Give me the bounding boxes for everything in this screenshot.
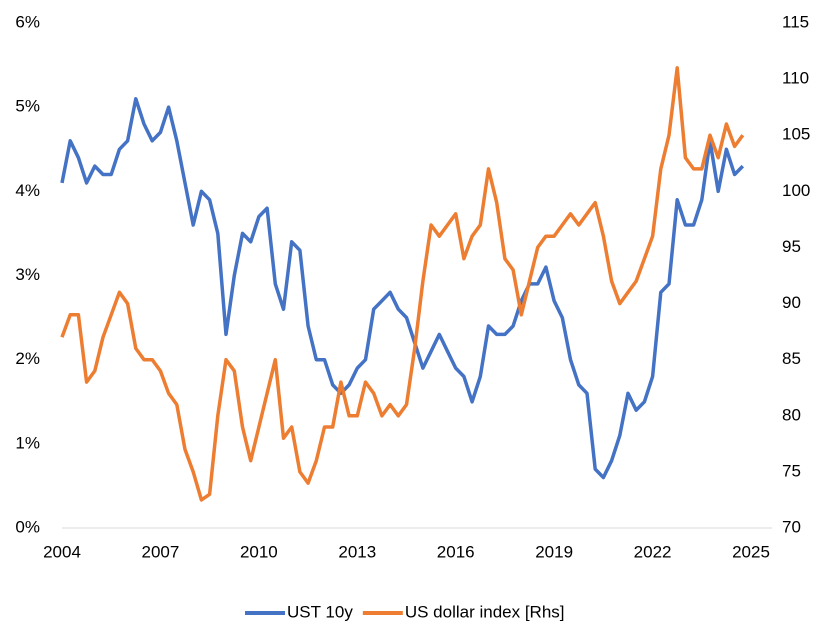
y-tick-label: 0%	[15, 517, 40, 536]
y-tick-label: 5%	[15, 97, 40, 116]
y2-tick-label: 70	[782, 517, 801, 536]
line-series	[60, 97, 745, 480]
y2-tick-label: 90	[782, 293, 801, 312]
y2-tick-label: 105	[782, 125, 810, 144]
legend-label: UST 10y	[287, 602, 353, 621]
y-tick-label: 6%	[15, 12, 40, 31]
y2-tick-label: 95	[782, 237, 801, 256]
x-tick-label: 2010	[240, 542, 278, 561]
x-tick-label: 2025	[732, 542, 770, 561]
y2-tick-label: 110	[782, 69, 809, 88]
y-tick-label: 3%	[15, 265, 40, 284]
y2-tick-label: 100	[782, 181, 810, 200]
x-tick-label: 2022	[634, 542, 672, 561]
y-tick-label: 2%	[15, 349, 40, 368]
x-tick-label: 2016	[437, 542, 475, 561]
legend-label: US dollar index [Rhs]	[405, 602, 565, 621]
y2-tick-label: 75	[782, 461, 801, 480]
x-tick-label: 2004	[43, 542, 81, 561]
x-tick-label: 2007	[142, 542, 180, 561]
y2-tick-label: 115	[782, 12, 809, 31]
y2-tick-label: 85	[782, 349, 801, 368]
y2-tick-label: 80	[782, 405, 801, 424]
x-tick-label: 2013	[338, 542, 376, 561]
y-tick-label: 1%	[15, 433, 40, 452]
line-series	[60, 66, 745, 502]
y-tick-label: 4%	[15, 181, 40, 200]
x-tick-label: 2019	[535, 542, 573, 561]
